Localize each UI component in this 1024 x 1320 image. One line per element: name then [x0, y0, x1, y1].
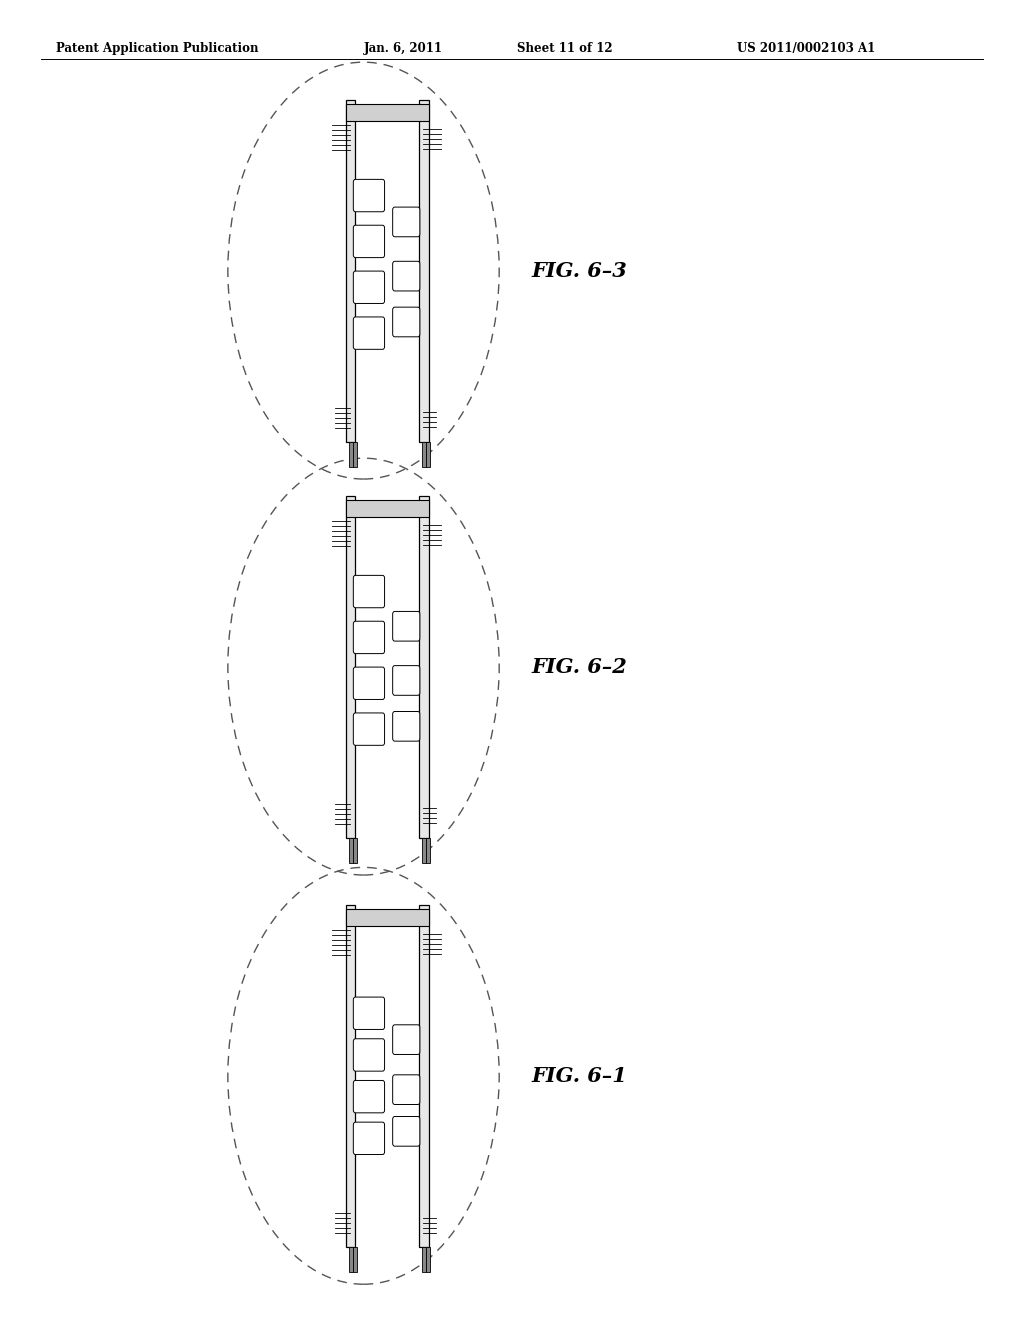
- Text: Jan. 6, 2011: Jan. 6, 2011: [364, 42, 442, 55]
- FancyBboxPatch shape: [392, 1117, 420, 1146]
- Bar: [423, 1246, 426, 1271]
- Bar: [419, 906, 429, 1246]
- Bar: [346, 909, 429, 925]
- Bar: [352, 1246, 356, 1271]
- Bar: [349, 1246, 353, 1271]
- Bar: [423, 441, 426, 466]
- FancyBboxPatch shape: [392, 665, 420, 696]
- FancyBboxPatch shape: [392, 1024, 420, 1055]
- Bar: [346, 100, 355, 441]
- Bar: [426, 837, 430, 862]
- FancyBboxPatch shape: [353, 667, 385, 700]
- Bar: [346, 104, 429, 120]
- FancyBboxPatch shape: [353, 1039, 385, 1071]
- FancyBboxPatch shape: [392, 261, 420, 290]
- Bar: [349, 837, 353, 862]
- Bar: [426, 441, 430, 466]
- Text: FIG. 6–3: FIG. 6–3: [531, 260, 628, 281]
- FancyBboxPatch shape: [392, 711, 420, 741]
- FancyBboxPatch shape: [353, 997, 385, 1030]
- Text: FIG. 6–1: FIG. 6–1: [531, 1065, 628, 1086]
- Bar: [349, 441, 353, 466]
- FancyBboxPatch shape: [353, 622, 385, 653]
- FancyBboxPatch shape: [353, 713, 385, 746]
- FancyBboxPatch shape: [353, 271, 385, 304]
- Text: Patent Application Publication: Patent Application Publication: [56, 42, 259, 55]
- FancyBboxPatch shape: [353, 1081, 385, 1113]
- FancyBboxPatch shape: [353, 576, 385, 607]
- FancyBboxPatch shape: [392, 1074, 420, 1105]
- Bar: [346, 906, 355, 1246]
- Text: US 2011/0002103 A1: US 2011/0002103 A1: [737, 42, 876, 55]
- FancyBboxPatch shape: [392, 308, 420, 337]
- FancyBboxPatch shape: [353, 317, 385, 350]
- Bar: [352, 441, 356, 466]
- Text: Sheet 11 of 12: Sheet 11 of 12: [517, 42, 612, 55]
- Bar: [426, 1246, 430, 1271]
- FancyBboxPatch shape: [353, 226, 385, 257]
- Bar: [419, 496, 429, 837]
- Bar: [423, 837, 426, 862]
- Bar: [352, 837, 356, 862]
- Text: FIG. 6–2: FIG. 6–2: [531, 656, 628, 677]
- Bar: [346, 496, 355, 837]
- FancyBboxPatch shape: [353, 1122, 385, 1155]
- Bar: [419, 100, 429, 441]
- FancyBboxPatch shape: [392, 611, 420, 642]
- FancyBboxPatch shape: [392, 207, 420, 236]
- FancyBboxPatch shape: [353, 180, 385, 211]
- Bar: [346, 500, 429, 516]
